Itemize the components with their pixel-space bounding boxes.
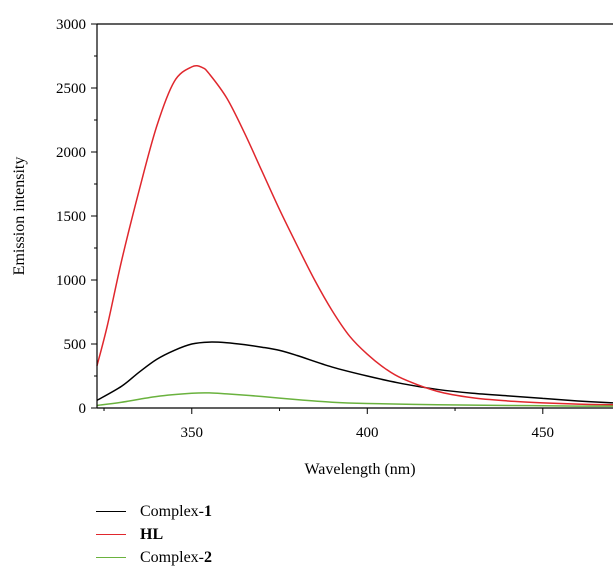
series-line-1: [96, 341, 613, 404]
x-tick-label: 450: [532, 425, 555, 441]
y-tick-label: 1500: [56, 209, 86, 225]
legend-item: Complex-2: [96, 546, 212, 569]
legend-label: Complex-1: [140, 503, 212, 521]
emission-chart: 0 500 1000 1500 2000 2500 3000 350 400 450 Wavele…: [11, 17, 613, 478]
legend-label-text: Complex-: [140, 502, 204, 520]
legend-item: HL: [96, 523, 212, 546]
legend-label-bold: 2: [204, 548, 212, 566]
legend: Complex-1 HL Complex-2: [96, 500, 212, 569]
y-tick-label: 2500: [56, 81, 86, 97]
y-tick-label: 500: [64, 337, 87, 353]
legend-item: Complex-1: [96, 500, 212, 523]
y-axis-title: Emission intensity: [11, 157, 28, 276]
plot-lines: [96, 64, 613, 407]
legend-swatch: [96, 557, 126, 558]
y-tick-label: 2000: [56, 145, 86, 161]
x-axis-title: Wavelength (nm): [304, 461, 415, 478]
legend-swatch: [96, 511, 126, 512]
legend-label-text: Complex-: [140, 548, 204, 566]
series-line-2: [96, 64, 613, 406]
legend-label-bold: HL: [140, 525, 164, 543]
y-tick-label: 0: [79, 401, 87, 417]
series-line-3: [96, 392, 613, 407]
x-tick-label: 400: [356, 425, 379, 441]
x-tick-label: 350: [181, 425, 204, 441]
legend-swatch: [96, 534, 126, 535]
legend-label: HL: [140, 526, 163, 544]
legend-label: Complex-2: [140, 549, 212, 567]
legend-label-bold: 1: [204, 502, 212, 520]
y-tick-label: 3000: [56, 17, 86, 33]
y-tick-label: 1000: [56, 273, 86, 289]
ticks: 0 500 1000 1500 2000 2500 3000 350 400 450: [56, 17, 554, 441]
